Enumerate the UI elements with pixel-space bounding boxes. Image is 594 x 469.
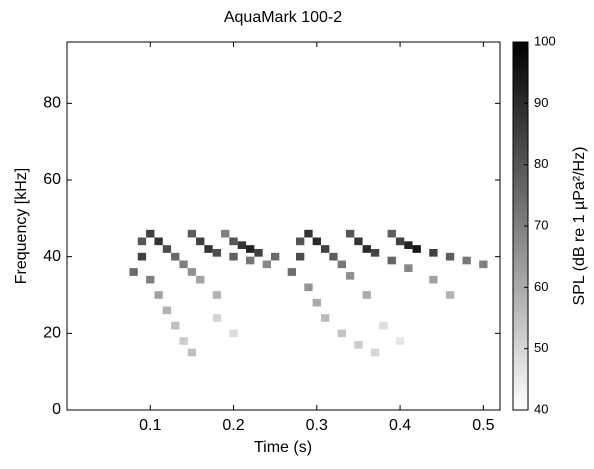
spectrogram-cell — [429, 275, 438, 284]
spectrogram-cell — [337, 329, 346, 338]
spectrogram-cell — [137, 252, 147, 261]
y-tick-label: 60 — [43, 171, 61, 188]
spectrogram-cell — [221, 229, 230, 238]
x-tick-label: 0.5 — [472, 417, 494, 434]
spectrogram-cell — [329, 252, 338, 261]
spectrogram-cell — [345, 272, 355, 280]
spectrogram-cell — [171, 321, 180, 330]
colorbar-tick-label: 90 — [534, 95, 548, 110]
colorbar-tick-label: 100 — [534, 33, 556, 48]
spectrogram-cell — [237, 241, 247, 249]
spectrogram-cell — [387, 229, 396, 238]
spectrogram-cell — [262, 260, 272, 269]
colorbar-tick-label: 70 — [534, 217, 548, 232]
spectrogram-cell — [304, 229, 313, 238]
spectrogram-cell — [146, 229, 155, 238]
y-tick-label: 40 — [43, 248, 61, 265]
spectrogram-cell — [395, 237, 405, 246]
spectrogram-cell — [137, 237, 147, 246]
spectrogram-cell — [129, 268, 138, 276]
y-axis-label: Frequency [kHz] — [13, 168, 30, 284]
spectrogram-cell — [229, 329, 238, 338]
spectrogram-cell — [229, 252, 238, 261]
spectrogram-cell — [229, 237, 238, 246]
spectrogram-cell — [362, 245, 371, 253]
spectrogram-cell — [246, 245, 255, 253]
spectrogram-cell — [479, 260, 488, 269]
spectrogram-cell — [370, 249, 380, 257]
spectrogram-cell — [187, 348, 197, 357]
spectrogram-cell — [187, 229, 197, 238]
spectrogram-cell — [337, 260, 346, 269]
spectrogram-cell — [412, 245, 421, 253]
y-tick-label: 0 — [52, 401, 61, 418]
spectrogram-cell — [445, 252, 455, 261]
spectrogram-cell — [404, 264, 413, 272]
spectrogram-cell — [345, 229, 355, 238]
colorbar-tick-label: 60 — [534, 279, 548, 294]
spectrogram-cell — [162, 245, 172, 253]
spectrogram-cell — [462, 256, 471, 265]
spectrogram-cell — [162, 306, 172, 315]
spectrogram-cell — [320, 314, 330, 322]
colorbar-tick-label: 40 — [534, 401, 548, 416]
x-tick-label: 0.2 — [222, 417, 244, 434]
spectrogram-cell — [212, 291, 222, 299]
x-tick-label: 0.1 — [139, 417, 161, 434]
spectrogram-cell — [271, 252, 280, 261]
spectrogram-cell — [154, 291, 163, 299]
x-tick-label: 0.4 — [389, 417, 411, 434]
spectrogram-cell — [295, 237, 305, 246]
spectrogram-cell — [212, 314, 222, 322]
spectrogram-cell — [171, 252, 180, 261]
chart-title: AquaMark 100-2 — [224, 9, 342, 26]
spectrogram-cell — [196, 275, 205, 284]
spectrogram-cell — [320, 245, 330, 253]
spectrogram-cell — [154, 237, 163, 246]
spectrogram-cell — [354, 237, 363, 246]
y-tick-label: 20 — [43, 325, 61, 342]
spectrogram-cell — [312, 298, 321, 307]
y-tick-label: 80 — [43, 95, 61, 112]
spectrogram-cell — [312, 237, 321, 246]
colorbar-tick-label: 50 — [534, 340, 548, 355]
spectrogram-cell — [304, 283, 313, 292]
spectrogram-cell — [370, 348, 380, 357]
spectrogram-cell — [146, 275, 155, 284]
spectrogram-cell — [287, 268, 296, 276]
colorbar-tick-label: 80 — [534, 156, 548, 171]
spectrogram-cell — [404, 241, 413, 249]
colorbar-label: SPL (dB re 1 µPa²/Hz) — [571, 147, 588, 306]
spectrogram-cell — [429, 249, 438, 257]
spectrogram-cell — [362, 291, 371, 299]
spectrogram-cell — [354, 341, 363, 349]
x-tick-label: 0.3 — [306, 417, 328, 434]
spectrogram-cell — [179, 260, 188, 269]
plot-area — [66, 41, 501, 411]
spectrogram-cell — [295, 252, 305, 261]
spectrogram-cell — [395, 337, 405, 345]
spectrogram-cell — [212, 249, 222, 257]
spectrogram-cell — [179, 337, 188, 345]
spectrogram-cell — [196, 237, 205, 246]
x-axis-label: Time (s) — [254, 439, 312, 456]
spectrogram-cell — [187, 268, 197, 276]
spectrogram-cell — [254, 249, 263, 257]
spectrogram-cell — [246, 256, 255, 265]
spectrogram-cell — [379, 321, 388, 330]
spectrogram-cell — [445, 291, 455, 299]
spectrogram-cell — [204, 245, 213, 253]
spectrogram-cell — [387, 256, 396, 265]
